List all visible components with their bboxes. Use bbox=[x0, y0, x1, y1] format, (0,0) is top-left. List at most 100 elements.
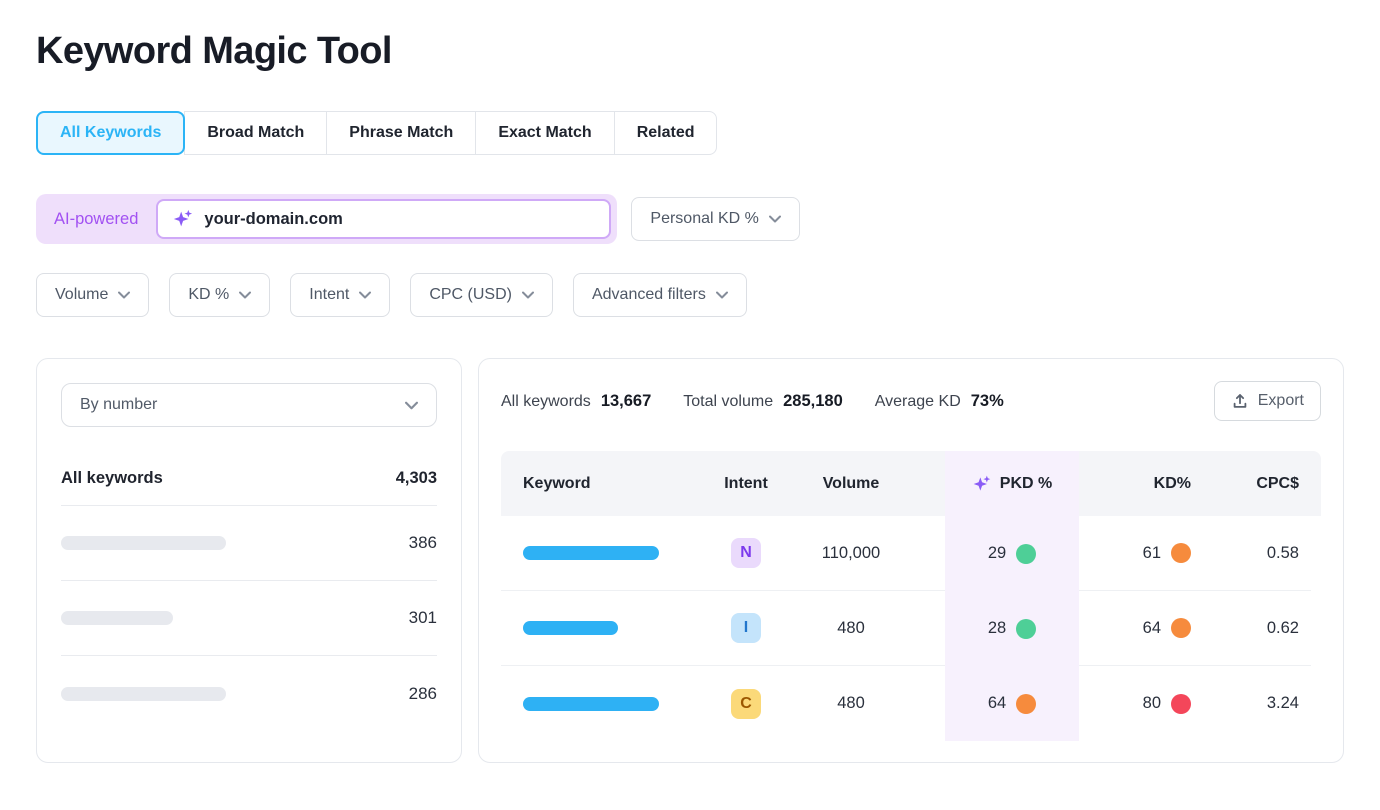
column-header-intent[interactable]: Intent bbox=[724, 474, 768, 492]
ai-powered-label: AI-powered bbox=[54, 209, 139, 228]
group-name-placeholder-bar bbox=[61, 686, 226, 701]
tab-broad-match[interactable]: Broad Match bbox=[184, 111, 328, 155]
intent-filter-label: Intent bbox=[309, 286, 350, 303]
cpc-cell: 0.58 bbox=[1191, 516, 1311, 591]
volume-cell: 480 bbox=[837, 694, 865, 712]
group-name-placeholder-bar bbox=[61, 611, 173, 625]
export-button-label: Export bbox=[1257, 392, 1304, 409]
pkd-value: 29 bbox=[987, 544, 1007, 562]
export-icon bbox=[1233, 394, 1247, 408]
column-header-cpc[interactable]: CPC$ bbox=[1256, 474, 1299, 492]
sort-by-number-label: By number bbox=[80, 396, 158, 413]
pkd-cell: 28 bbox=[945, 591, 1079, 666]
kd-filter-label: KD % bbox=[188, 286, 230, 303]
header-spacer bbox=[911, 451, 945, 516]
all-keywords-group-count: 4,303 bbox=[395, 469, 437, 487]
tab-all-keywords[interactable]: All Keywords bbox=[36, 111, 186, 155]
keyword-placeholder-bar[interactable] bbox=[523, 696, 659, 711]
keyword-group-row[interactable]: 286 bbox=[61, 656, 437, 731]
cpc-cell: 0.62 bbox=[1191, 591, 1311, 666]
kd-difficulty-dot bbox=[1171, 543, 1191, 563]
kd-value: 80 bbox=[1142, 694, 1161, 712]
intent-badge-navigational: N bbox=[731, 538, 761, 568]
search-input-value: your-domain.com bbox=[204, 209, 343, 228]
page-title: Keyword Magic Tool bbox=[36, 30, 392, 72]
column-header-pkd[interactable]: PKD % bbox=[945, 451, 1079, 516]
kd-cell: 64 bbox=[1079, 591, 1191, 666]
tab-phrase-match[interactable]: Phrase Match bbox=[326, 111, 477, 155]
stat-value: 73% bbox=[970, 391, 1004, 410]
table-row[interactable]: C 480 64 80 3.24 bbox=[501, 666, 1321, 741]
chevron-down-icon bbox=[715, 291, 728, 299]
kd-difficulty-dot bbox=[1171, 618, 1191, 638]
stat-all-keywords: All keywords 13,667 bbox=[501, 392, 651, 411]
column-header-volume[interactable]: Volume bbox=[822, 474, 880, 492]
table-row[interactable]: I 480 28 64 0.62 bbox=[501, 591, 1321, 666]
results-panel: All keywords 13,667 Total volume 285,180… bbox=[478, 358, 1344, 763]
intent-filter-dropdown[interactable]: Intent bbox=[290, 273, 391, 317]
intent-cell: C bbox=[701, 666, 791, 741]
cpc-cell: 3.24 bbox=[1266, 694, 1299, 712]
cpc-filter-dropdown[interactable]: CPC (USD) bbox=[410, 273, 553, 317]
chevron-down-icon bbox=[405, 401, 418, 409]
match-type-tabs: All Keywords Broad Match Phrase Match Ex… bbox=[36, 111, 1344, 155]
volume-cell: 480 bbox=[791, 591, 911, 666]
volume-filter-dropdown[interactable]: Volume bbox=[36, 273, 150, 317]
chevron-down-icon bbox=[239, 291, 252, 299]
all-keywords-group-label: All keywords bbox=[61, 469, 163, 487]
keyword-group-row[interactable]: 386 bbox=[61, 506, 437, 581]
stat-label: Total volume bbox=[683, 392, 774, 410]
intent-badge-informational: I bbox=[731, 613, 761, 643]
personal-kd-dropdown[interactable]: Personal KD % bbox=[631, 197, 800, 241]
export-button[interactable]: Export bbox=[1213, 381, 1321, 421]
keyword-cell bbox=[501, 666, 701, 741]
pkd-difficulty-dot bbox=[1016, 618, 1037, 639]
column-header-kd[interactable]: KD% bbox=[1153, 474, 1191, 492]
main-content: By number All keywords 4,303 386 301 286 bbox=[36, 358, 1344, 763]
column-header-keyword[interactable]: Keyword bbox=[523, 474, 591, 492]
kd-filter-dropdown[interactable]: KD % bbox=[169, 273, 271, 317]
results-stats-row: All keywords 13,667 Total volume 285,180… bbox=[501, 381, 1321, 421]
intent-cell: N bbox=[701, 516, 791, 591]
table-row[interactable]: N 110,000 29 61 0.58 bbox=[501, 516, 1321, 591]
search-row: AI-powered your-domain.com Personal KD % bbox=[36, 194, 1344, 244]
keyword-group-row[interactable]: 301 bbox=[61, 581, 437, 656]
volume-cell: 110,000 bbox=[791, 516, 911, 591]
ai-sparkle-icon bbox=[972, 474, 992, 494]
sort-by-number-dropdown[interactable]: By number bbox=[61, 383, 437, 427]
stat-average-kd: Average KD 73% bbox=[875, 392, 1004, 411]
pkd-value: 28 bbox=[987, 619, 1007, 637]
keyword-cell bbox=[501, 591, 701, 666]
kd-difficulty-dot bbox=[1171, 693, 1191, 714]
pkd-difficulty-dot bbox=[1016, 693, 1037, 714]
keyword-placeholder-bar[interactable] bbox=[523, 546, 659, 560]
kd-value: 61 bbox=[1142, 543, 1161, 562]
row-spacer bbox=[911, 591, 945, 666]
all-keywords-group-row[interactable]: All keywords 4,303 bbox=[61, 469, 437, 506]
keyword-groups-panel: By number All keywords 4,303 386 301 286 bbox=[36, 358, 462, 763]
keyword-placeholder-bar[interactable] bbox=[523, 621, 618, 635]
search-input[interactable]: your-domain.com bbox=[156, 199, 612, 239]
group-count: 386 bbox=[408, 533, 437, 552]
advanced-filters-dropdown[interactable]: Advanced filters bbox=[572, 273, 747, 317]
group-count: 301 bbox=[408, 608, 437, 627]
stat-total-volume: Total volume 285,180 bbox=[683, 392, 842, 411]
stat-value: 285,180 bbox=[783, 391, 843, 410]
kd-cell: 80 bbox=[1079, 666, 1191, 741]
row-spacer bbox=[911, 516, 945, 591]
pkd-cell: 64 bbox=[945, 666, 1079, 741]
intent-cell: I bbox=[701, 591, 791, 666]
tab-related[interactable]: Related bbox=[613, 111, 718, 155]
chevron-down-icon bbox=[118, 291, 131, 299]
group-name-placeholder-bar bbox=[61, 536, 226, 550]
pkd-cell: 29 bbox=[945, 516, 1079, 591]
cpc-filter-label: CPC (USD) bbox=[429, 286, 512, 303]
pkd-header-label: PKD % bbox=[999, 474, 1053, 492]
filters-row: Volume KD % Intent CPC (USD) Advanced fi… bbox=[36, 273, 1344, 317]
stat-label: All keywords bbox=[501, 392, 591, 410]
keyword-cell bbox=[501, 516, 701, 591]
tab-exact-match[interactable]: Exact Match bbox=[475, 111, 615, 155]
pkd-difficulty-dot bbox=[1016, 543, 1037, 564]
group-count: 286 bbox=[408, 683, 437, 703]
chevron-down-icon bbox=[359, 291, 372, 299]
